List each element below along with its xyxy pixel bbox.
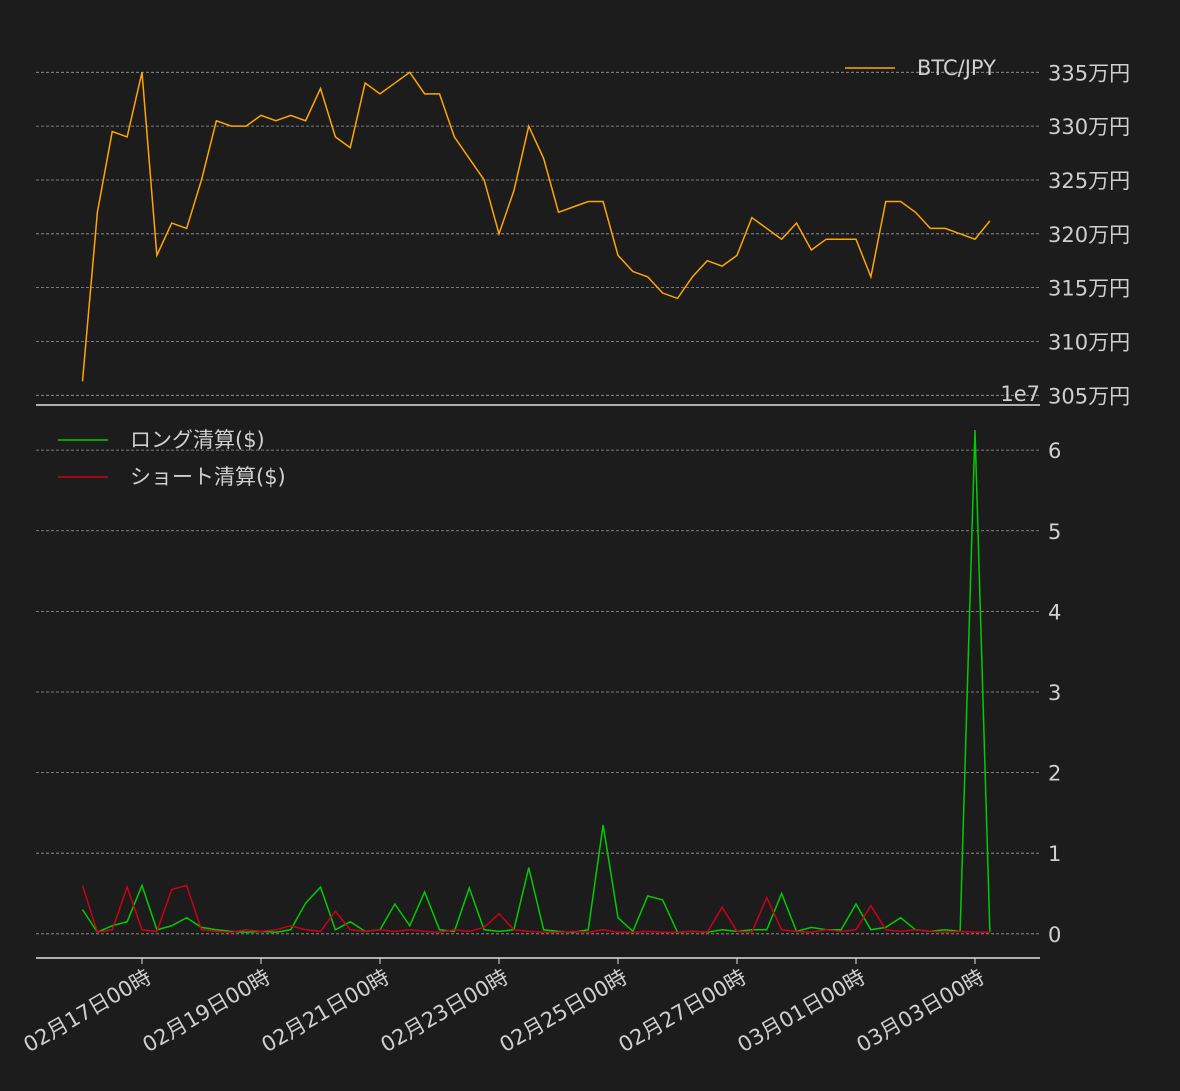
legend-label: BTC/JPY — [917, 56, 996, 80]
series-line — [81, 884, 990, 934]
legend-label: ロング清算($) — [130, 428, 265, 452]
y-tick-label: 1 — [1048, 842, 1061, 866]
y-tick-label: 335万円 — [1048, 61, 1130, 85]
legend-label: ショート清算($) — [130, 465, 286, 489]
y-tick-label: 3 — [1048, 681, 1061, 705]
y-tick-label: 315万円 — [1048, 277, 1130, 301]
y-tick-label: 330万円 — [1048, 115, 1130, 139]
y-tick-label: 4 — [1048, 600, 1061, 624]
series-line — [81, 71, 991, 382]
y-tick-label: 2 — [1048, 762, 1061, 786]
y-tick-label: 6 — [1048, 439, 1061, 463]
y-tick-label: 320万円 — [1048, 223, 1130, 247]
y-tick-label: 305万円 — [1048, 384, 1130, 408]
offset-label: 1e7 — [1000, 382, 1040, 406]
y-tick-label: 0 — [1048, 923, 1061, 947]
y-tick-label: 5 — [1048, 520, 1061, 544]
y-tick-label: 310万円 — [1048, 330, 1130, 354]
y-tick-label: 325万円 — [1048, 169, 1130, 193]
